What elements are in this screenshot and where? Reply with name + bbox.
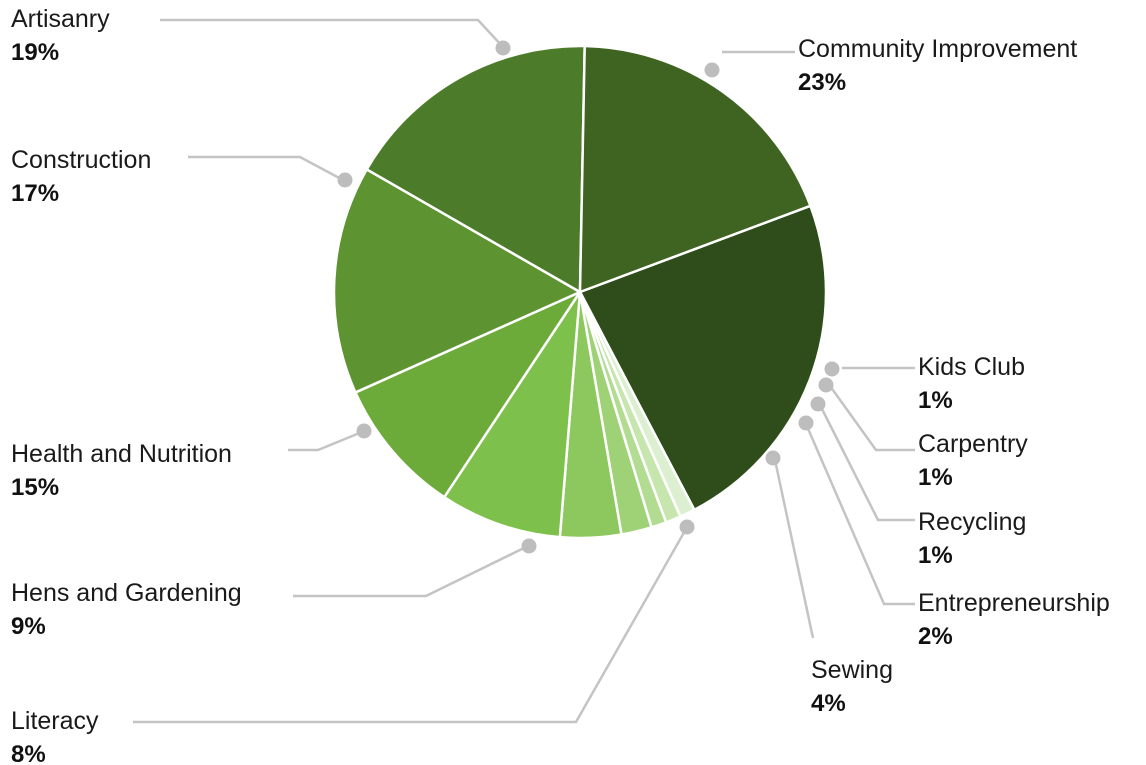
slice-value-artisanry: 19%	[11, 39, 59, 66]
leader-line-hens-and-gardening	[293, 544, 529, 598]
slice-label-community-improvement: Community Improvement	[798, 35, 1077, 63]
leader-dot-kids-club	[824, 361, 840, 377]
leader-dot-community-improvement	[704, 62, 720, 78]
slice-value-health-and-nutrition: 15%	[11, 474, 59, 501]
pie-slice-hens-and-gardening	[354, 290, 582, 499]
leader-line-health-and-nutrition	[288, 430, 363, 452]
slice-value-kids-club: 1%	[918, 387, 953, 414]
leader-lines	[133, 18, 915, 724]
pie-slices	[332, 44, 828, 540]
slice-label-hens-and-gardening: Hens and Gardening	[11, 579, 242, 607]
leader-line-carpentry	[828, 385, 915, 452]
slice-label-literacy: Literacy	[11, 707, 99, 735]
slice-value-literacy: 8%	[11, 741, 46, 765]
slice-label-recycling: Recycling	[918, 508, 1026, 536]
leader-line-sewing	[773, 459, 815, 639]
slice-value-sewing: 4%	[811, 690, 846, 717]
slice-label-carpentry: Carpentry	[918, 430, 1028, 458]
slice-label-construction: Construction	[11, 146, 151, 174]
leader-dot-entrepreneurship	[798, 415, 814, 431]
leader-dot-carpentry	[818, 377, 834, 393]
leader-dot-recycling	[810, 396, 826, 412]
leader-dot-health-and-nutrition	[356, 423, 372, 439]
slice-label-health-and-nutrition: Health and Nutrition	[11, 440, 232, 468]
slice-label-sewing: Sewing	[811, 656, 893, 684]
slice-label-kids-club: Kids Club	[918, 353, 1025, 381]
leader-dot-construction	[337, 172, 353, 188]
pie-slice-literacy	[442, 290, 582, 539]
slice-value-carpentry: 1%	[918, 464, 953, 491]
leader-dot-artisanry	[495, 40, 511, 56]
leader-line-recycling	[818, 404, 915, 522]
leader-line-construction	[188, 155, 344, 182]
leader-line-literacy	[133, 528, 688, 724]
leader-dot-literacy	[679, 519, 695, 535]
slice-value-hens-and-gardening: 9%	[11, 613, 46, 640]
slice-labels: Community Improvement 23% Kids Club 1% Carpe…	[11, 5, 1110, 765]
pie-slice-community-improvement	[578, 204, 828, 512]
pie-slice-construction	[365, 44, 586, 294]
leader-line-artisanry	[160, 18, 504, 48]
slice-label-entrepreneurship: Entrepreneurship	[918, 589, 1110, 617]
pie-slice-health-and-nutrition	[332, 168, 582, 394]
leader-dot-hens-and-gardening	[521, 538, 537, 554]
slice-label-artisanry: Artisanry	[11, 5, 110, 33]
leader-line-entrepreneurship	[804, 423, 915, 606]
slice-value-community-improvement: 23%	[798, 69, 846, 96]
slice-value-recycling: 1%	[918, 542, 953, 569]
slice-value-entrepreneurship: 2%	[918, 623, 953, 650]
slice-value-construction: 17%	[11, 180, 59, 207]
pie-slice-artisanry	[578, 44, 812, 294]
leader-dot-sewing	[765, 450, 781, 466]
